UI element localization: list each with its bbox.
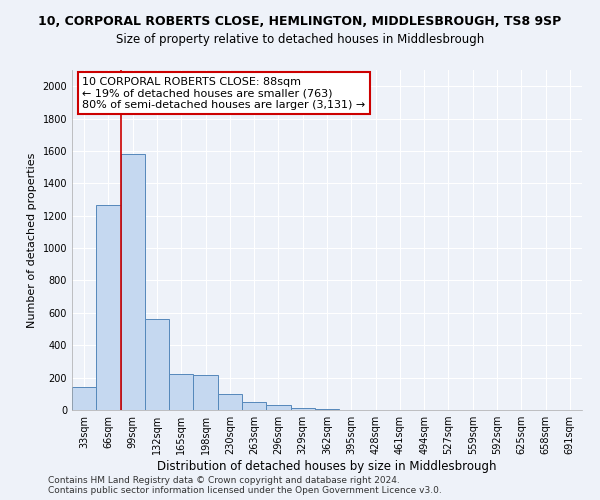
Bar bbox=[290, 408, 315, 410]
Bar bbox=[121, 154, 145, 410]
Bar bbox=[218, 394, 242, 410]
X-axis label: Distribution of detached houses by size in Middlesbrough: Distribution of detached houses by size … bbox=[157, 460, 497, 473]
Bar bbox=[145, 320, 169, 410]
Bar bbox=[315, 409, 339, 410]
Y-axis label: Number of detached properties: Number of detached properties bbox=[27, 152, 37, 328]
Text: Contains HM Land Registry data © Crown copyright and database right 2024.
Contai: Contains HM Land Registry data © Crown c… bbox=[48, 476, 442, 495]
Bar bbox=[193, 375, 218, 410]
Bar bbox=[96, 205, 121, 410]
Bar bbox=[169, 374, 193, 410]
Text: Size of property relative to detached houses in Middlesbrough: Size of property relative to detached ho… bbox=[116, 32, 484, 46]
Bar bbox=[266, 405, 290, 410]
Text: 10 CORPORAL ROBERTS CLOSE: 88sqm
← 19% of detached houses are smaller (763)
80% : 10 CORPORAL ROBERTS CLOSE: 88sqm ← 19% o… bbox=[82, 77, 365, 110]
Bar bbox=[72, 388, 96, 410]
Text: 10, CORPORAL ROBERTS CLOSE, HEMLINGTON, MIDDLESBROUGH, TS8 9SP: 10, CORPORAL ROBERTS CLOSE, HEMLINGTON, … bbox=[38, 15, 562, 28]
Bar bbox=[242, 402, 266, 410]
